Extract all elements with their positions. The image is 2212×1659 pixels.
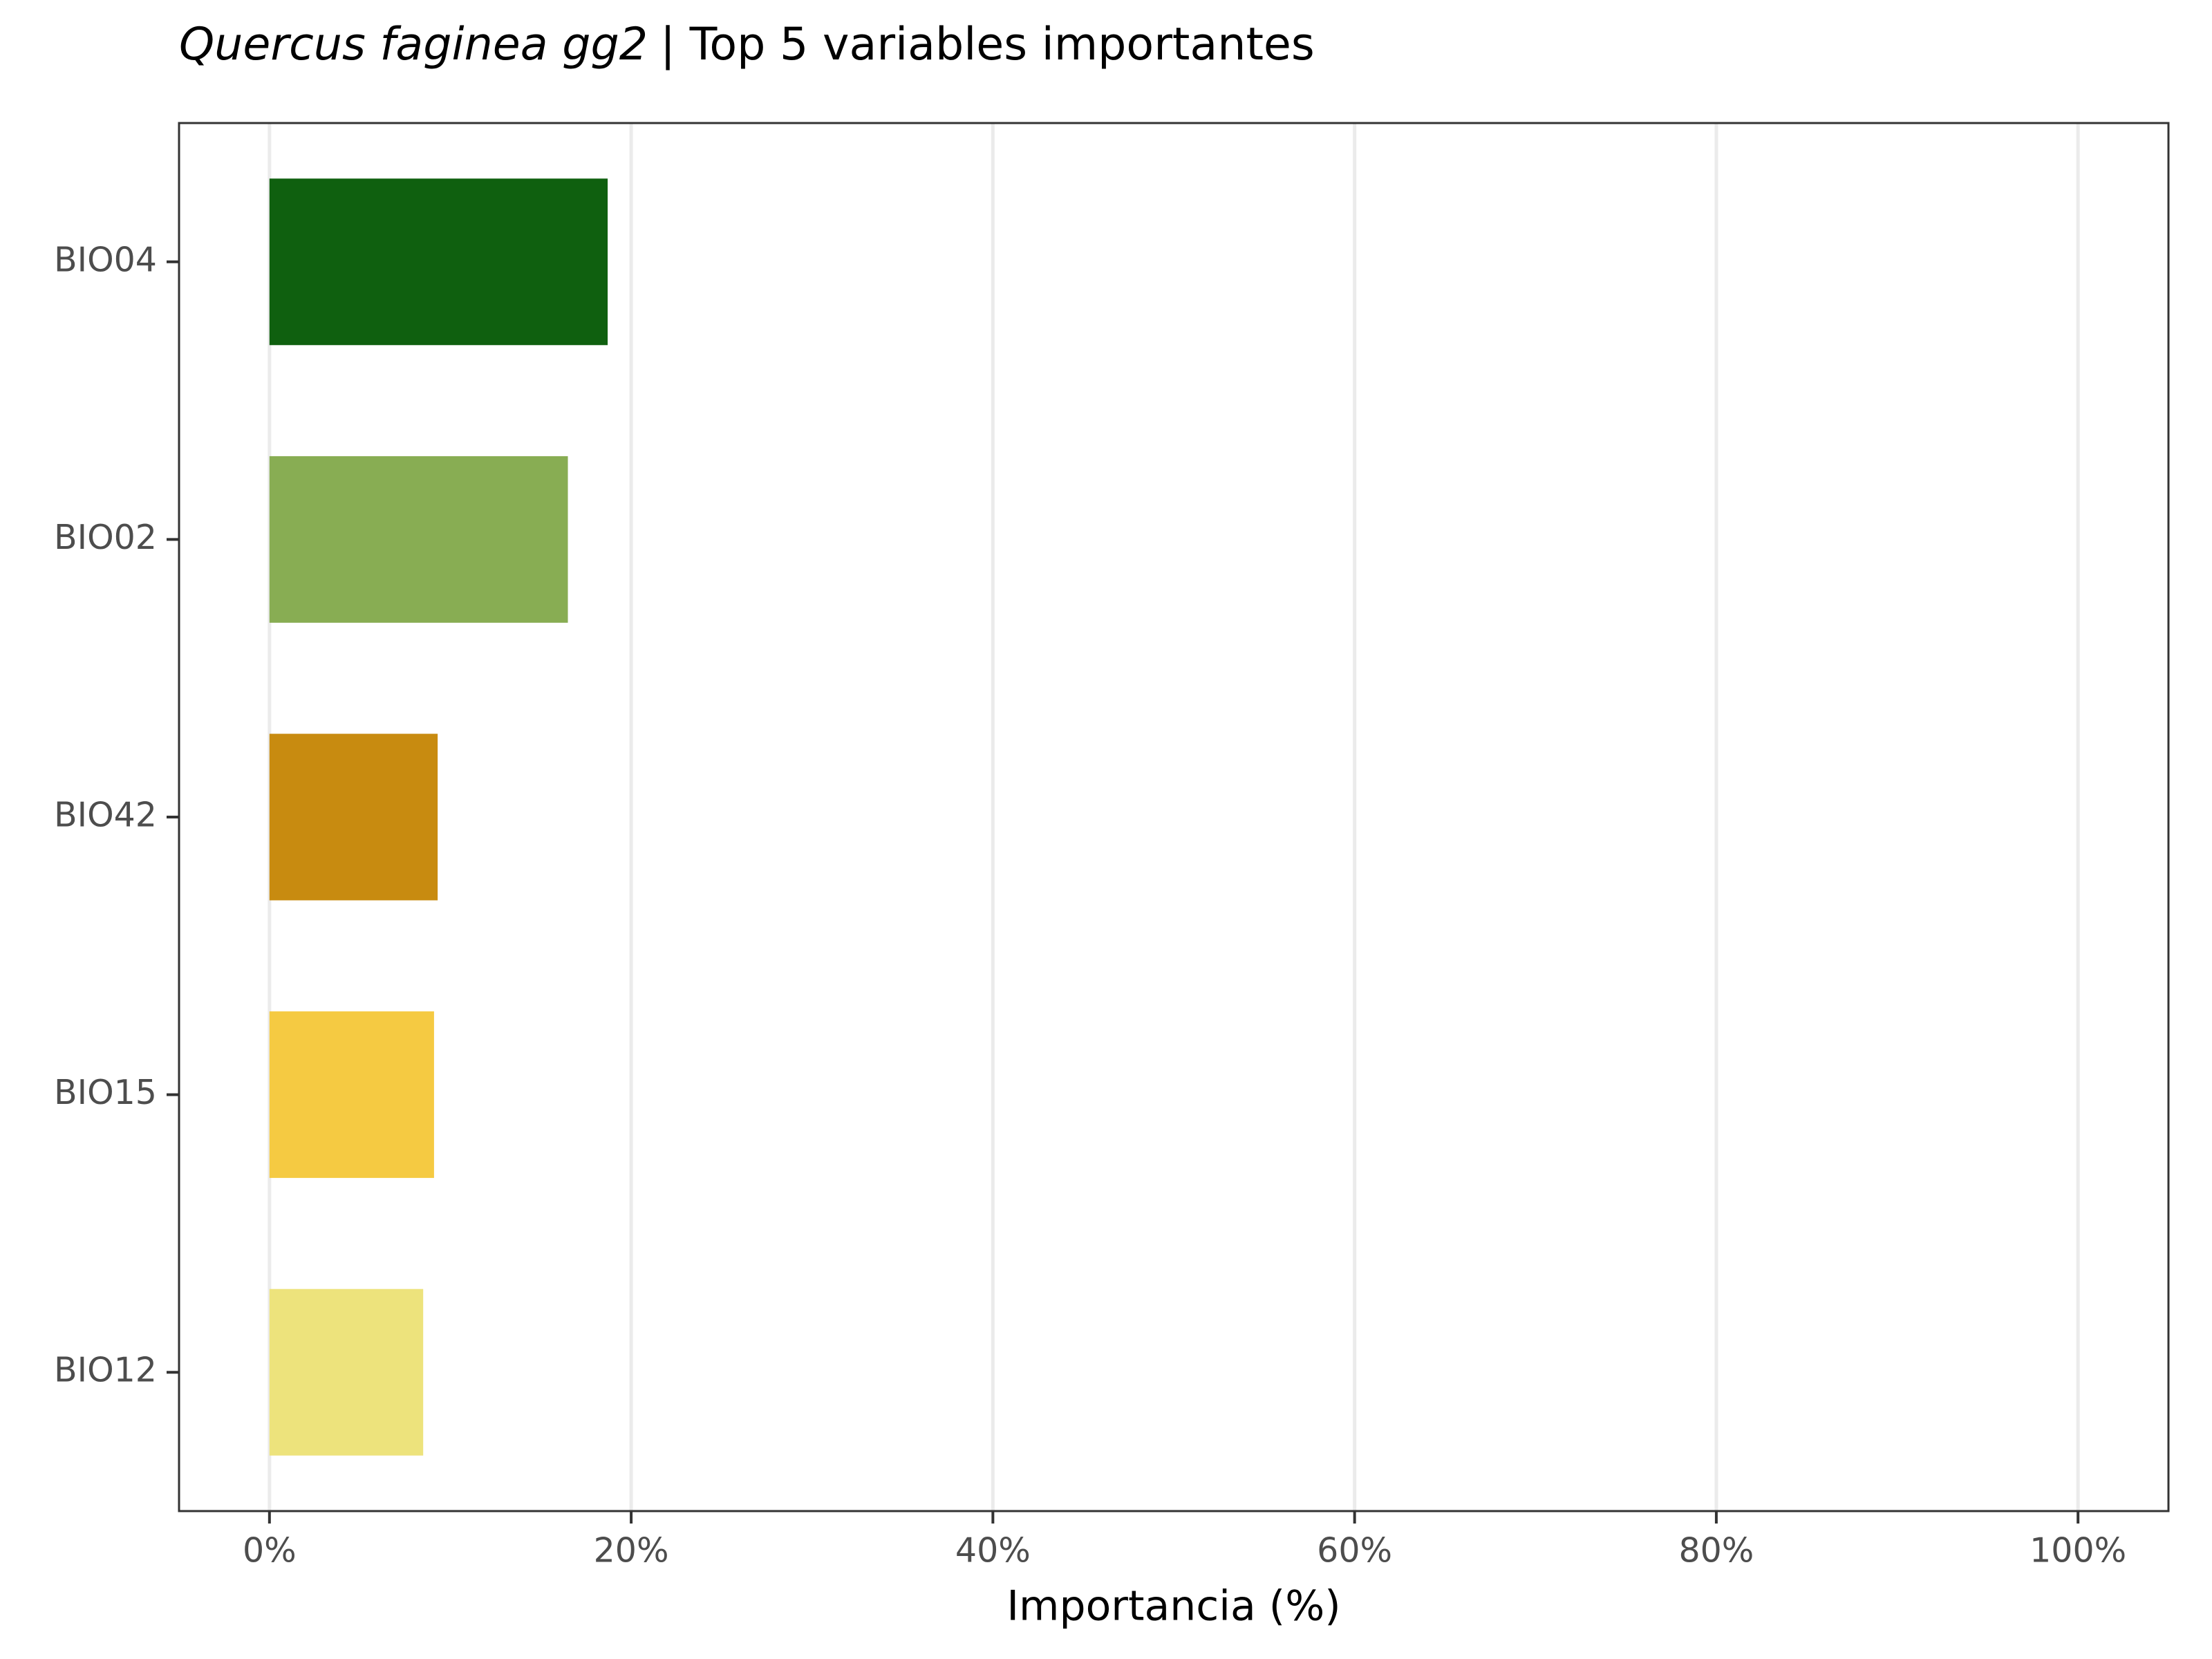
x-tick-label: 80%: [1678, 1531, 1754, 1571]
x-tick-label: 100%: [2030, 1531, 2126, 1571]
x-tick-label: 60%: [1317, 1531, 1392, 1571]
title-text: | Top 5 variables importantes: [660, 19, 1315, 71]
bar: [269, 733, 438, 901]
x-axis-title: Importancia (%): [1006, 1582, 1340, 1631]
y-tick-label: BIO04: [54, 240, 157, 279]
y-tick-label: BIO42: [54, 796, 157, 835]
panel-border: [178, 122, 2170, 1512]
x-tick-label: 20%: [594, 1531, 669, 1571]
title-species: Quercus faginea gg2: [179, 19, 648, 71]
plot-area: 0% 20% 40% 60% 80% 100% BIO04 BIO02 BIO42 BIO15 BI…: [54, 122, 2170, 1571]
bar: [269, 178, 608, 346]
bar: [269, 1011, 434, 1179]
x-tick-label: 40%: [955, 1531, 1031, 1571]
y-tick-label: BIO02: [54, 518, 157, 557]
bar: [269, 456, 568, 623]
chart-title: Quercus faginea gg2 | Top 5 variables imp…: [179, 19, 1315, 71]
panel-background: [179, 123, 2168, 1511]
bar: [269, 1288, 424, 1456]
y-tick-label: BIO12: [54, 1351, 157, 1390]
y-tick-label: BIO15: [54, 1073, 157, 1112]
x-tick-label: 0%: [243, 1531, 297, 1571]
